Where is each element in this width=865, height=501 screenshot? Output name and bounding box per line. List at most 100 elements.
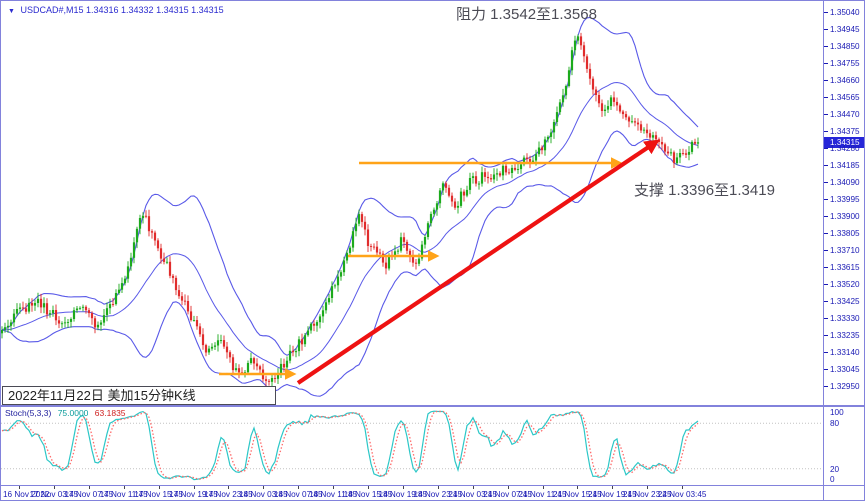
- price-axis-label: 1.33045: [830, 364, 860, 374]
- price-axis-tick: [824, 267, 828, 269]
- price-axis-label: 1.33330: [830, 313, 860, 323]
- price-axis-label: 1.33520: [830, 279, 860, 289]
- current-price-tag: 1.34315: [824, 137, 864, 148]
- time-axis-tick: [19, 486, 20, 489]
- price-axis-label: 1.34660: [830, 75, 860, 85]
- stochastic-label: Stoch(5,3,3) 75.0000 63.1835: [5, 408, 126, 418]
- time-axis-tick: [263, 486, 265, 489]
- time-axis-tick: [193, 486, 195, 489]
- stoch-axis-label: 80: [830, 419, 840, 429]
- time-axis-tick: [53, 486, 55, 489]
- price-axis-tick: [824, 29, 828, 31]
- price-axis-label: 1.33805: [830, 228, 860, 238]
- time-axis-label: 18 Nov 07:45: [273, 490, 323, 499]
- time-axis[interactable]: 16 Nov 2022 17 Nov 03:45 17 Nov 07:45 17 No…: [1, 486, 823, 500]
- time-axis-label: 17 Nov 19:45: [169, 490, 218, 499]
- time-axis-tick: [612, 486, 614, 489]
- time-axis-label: 21 Nov 23:45: [622, 490, 672, 499]
- price-axis-tick: [824, 318, 828, 320]
- price-axis-tick: [824, 148, 828, 150]
- time-axis-label: 21 Nov 11:45: [518, 490, 567, 499]
- time-axis-label: 17 Nov 15:45: [134, 490, 183, 499]
- time-axis-label: 22 Nov 03:45: [657, 490, 707, 499]
- time-axis-tick: [123, 486, 125, 489]
- price-axis-tick: [824, 80, 828, 82]
- price-axis-tick: [824, 114, 828, 116]
- price-axis-label: 1.33900: [830, 211, 860, 221]
- time-axis-tick: [298, 486, 300, 489]
- price-axis-tick: [824, 46, 828, 48]
- price-axis-label: 1.33235: [830, 330, 860, 340]
- price-axis-label: 1.33425: [830, 296, 860, 306]
- time-axis-tick: [158, 486, 160, 489]
- time-axis-label: 16 Nov 2022: [3, 490, 50, 499]
- price-axis-tick: [824, 216, 828, 218]
- stochastic-name: Stoch(5,3,3): [5, 408, 52, 418]
- symbol-name: USDCAD#,M15: [20, 5, 84, 15]
- time-axis-label: 18 Nov 23:45: [413, 490, 463, 499]
- price-axis-tick: [824, 131, 828, 133]
- time-axis-label: 17 Nov 03:45: [29, 490, 79, 499]
- price-axis-label: 1.33710: [830, 245, 860, 255]
- stochastic-k-value: 75.0000: [57, 408, 89, 418]
- price-axis-label: 1.33140: [830, 347, 860, 357]
- price-axis-label: 1.34280: [830, 143, 860, 153]
- price-axis-label: 1.34755: [830, 58, 860, 68]
- time-axis-label: 21 Nov 19:45: [587, 490, 637, 499]
- time-axis-label: 21 Nov 07:45: [483, 490, 532, 499]
- price-axis-tick: [824, 352, 828, 354]
- price-axis-label: 1.33995: [830, 194, 860, 204]
- price-axis-tick: [824, 250, 828, 252]
- price-axis[interactable]: 1.34315 1.35040 1.34945 1.34850 1.34755 1.34…: [824, 1, 864, 500]
- price-axis-tick: [824, 386, 828, 387]
- time-axis-label: 18 Nov 19:45: [378, 490, 428, 499]
- time-axis-label: 18 Nov 03:45: [238, 490, 288, 499]
- stoch-axis-label: 0: [830, 475, 835, 484]
- price-axis-tick: [824, 165, 828, 167]
- price-axis-label: 1.34090: [830, 177, 860, 187]
- price-axis-tick: [824, 369, 828, 370]
- time-axis-tick: [647, 486, 649, 489]
- time-axis-label: 21 Nov 03:45: [448, 490, 498, 499]
- time-axis-tick: [542, 486, 544, 489]
- time-axis-tick: [402, 486, 404, 489]
- time-axis-tick: [88, 486, 90, 489]
- price-axis-label: 1.34185: [830, 160, 860, 170]
- price-axis-label: 1.34470: [830, 109, 860, 119]
- stoch-axis-label: 100: [830, 408, 844, 417]
- chart-dropdown-icon[interactable]: ▼: [8, 8, 15, 15]
- stoch-axis-label: 20: [830, 464, 840, 474]
- date-label-box: 2022年11月22日 美加15分钟K线: [2, 386, 276, 405]
- time-axis-label: 17 Nov 11:45: [99, 490, 148, 499]
- price-axis-label: 1.35040: [830, 7, 860, 17]
- time-axis-label: 17 Nov 23:45: [204, 490, 253, 499]
- quote-values: 1.34316 1.34332 1.34315 1.34315: [86, 5, 224, 15]
- stoch-timeaxis-separator: [1, 485, 864, 486]
- price-axis-label: 1.34375: [830, 126, 860, 136]
- main-stoch-separator[interactable]: [1, 405, 864, 407]
- time-axis-label: 21 Nov 15:45: [553, 490, 602, 499]
- price-chart-canvas[interactable]: [1, 1, 823, 405]
- time-axis-tick: [437, 486, 439, 489]
- price-axis-tick: [824, 335, 828, 337]
- price-axis-tick: [824, 199, 828, 201]
- price-axis-tick: [824, 63, 828, 65]
- price-axis-label: 1.32950: [830, 381, 860, 391]
- time-axis-label: 18 Nov 15:45: [343, 490, 393, 499]
- price-axis-tick: [824, 182, 828, 184]
- price-axis-tick: [824, 12, 828, 14]
- resistance-annotation: 阻力 1.3542至1.3568: [456, 6, 597, 23]
- price-axis-label: 1.34945: [830, 24, 860, 34]
- time-axis-tick: [368, 486, 369, 489]
- time-axis-tick: [682, 486, 684, 489]
- price-axis-tick: [824, 301, 828, 303]
- stochastic-panel-canvas[interactable]: [1, 407, 823, 485]
- symbol-quote-bar: ▼ USDCAD#,M15 1.34316 1.34332 1.34315 1.…: [8, 5, 224, 15]
- time-axis-tick: [507, 486, 509, 489]
- time-axis-tick: [577, 486, 579, 489]
- price-axis-tick: [824, 284, 828, 286]
- support-annotation: 支撑 1.3396至1.3419: [634, 182, 775, 199]
- price-axis-label: 1.34565: [830, 92, 860, 102]
- time-axis-label: 18 Nov 11:45: [309, 490, 358, 499]
